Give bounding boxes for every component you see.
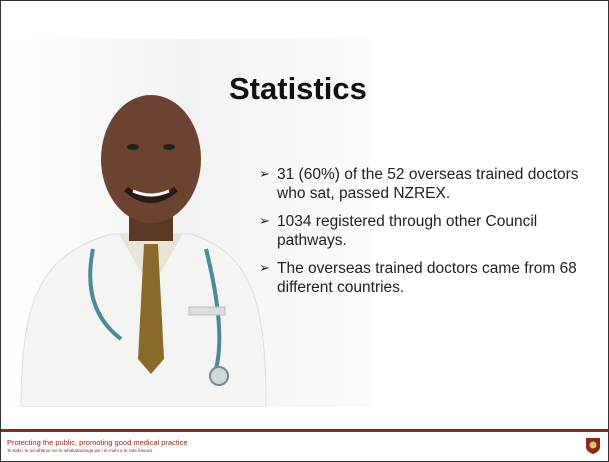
footer-tagline: Protecting the public, promoting good me… — [7, 438, 188, 447]
bullet: The overseas trained doctors came from 6… — [259, 259, 599, 297]
footer-tagline-maori: Te tiaki i te iwi whānui me te whakatair… — [7, 448, 152, 453]
footer-rule — [1, 429, 608, 432]
bullet: 31 (60%) of the 52 overseas trained doct… — [259, 165, 599, 203]
logo — [585, 437, 601, 455]
bullet: 1034 registered through other Council pa… — [259, 212, 599, 250]
slide: Statistics 31 (60%) of the 52 overseas t… — [0, 0, 609, 462]
slide-title: Statistics — [229, 71, 367, 107]
page: {"slide": { "title": "Statistics", "bull… — [0, 0, 609, 462]
bullet-list: 31 (60%) of the 52 overseas trained doct… — [259, 165, 599, 306]
